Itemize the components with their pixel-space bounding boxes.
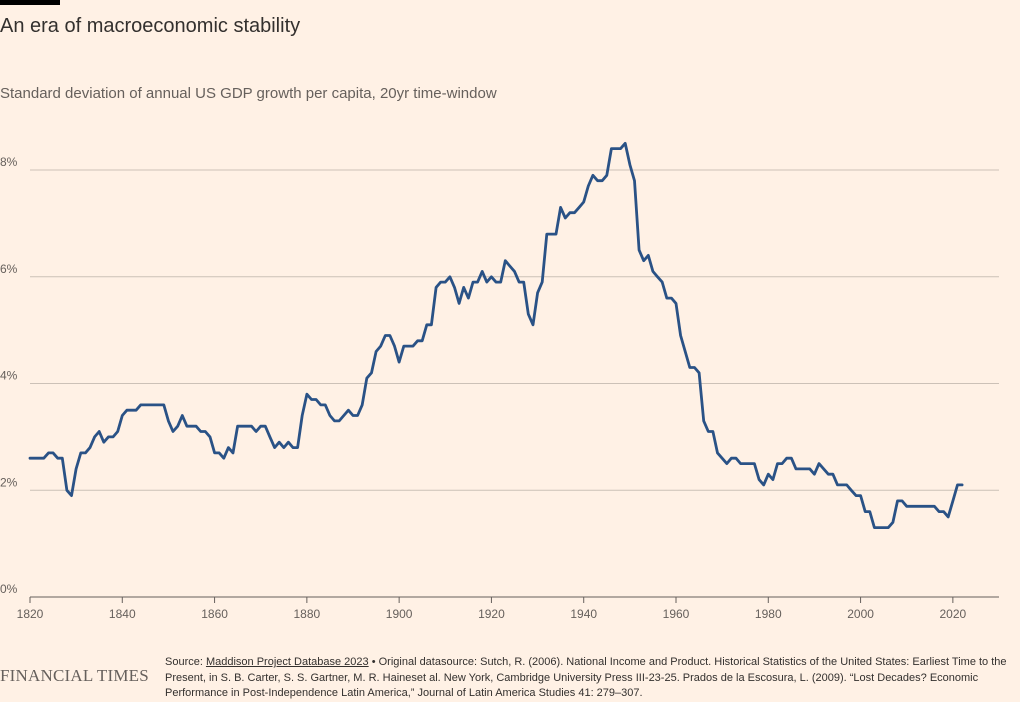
x-tick-label: 1880 [294,607,321,621]
x-tick-label: 1840 [109,607,136,621]
brand-bar [0,0,60,5]
x-tick-label: 1980 [755,607,782,621]
x-tick-label: 1940 [570,607,597,621]
y-tick-label: 6% [0,262,18,276]
financial-times-logo: FINANCIAL TIMES [0,666,149,685]
x-tick-label: 1900 [386,607,413,621]
y-tick-label: 2% [0,475,18,489]
x-tick-label: 1860 [201,607,228,621]
series-line-0 [28,141,964,530]
line-chart: 0% 2% 4% 6% 8% 1820 1840 1860 1880 1900 1920 1940 19… [0,141,999,621]
y-tick-label: 4% [0,369,18,383]
source-link[interactable]: Maddison Project Database 2023 [205,656,369,668]
y-tick-label: 0% [0,582,18,596]
x-tick-label: 2020 [940,607,967,621]
source-note: Source: Maddison Project Database 2023 •… [165,655,1020,702]
x-tick-label: 1960 [663,607,690,621]
y-tick-label: 8% [0,155,18,169]
x-tick-label: 1820 [17,607,44,621]
chart-title: An era of macroeconomic stability [0,15,301,37]
source-prefix: Source: [165,656,206,668]
x-tick-label: 2000 [847,607,874,621]
x-tick-label: 1920 [478,607,505,621]
chart-subtitle: Standard deviation of annual US GDP grow… [0,85,497,102]
source-text: • Original datasource: Sutch, R. (2006).… [165,656,1007,699]
